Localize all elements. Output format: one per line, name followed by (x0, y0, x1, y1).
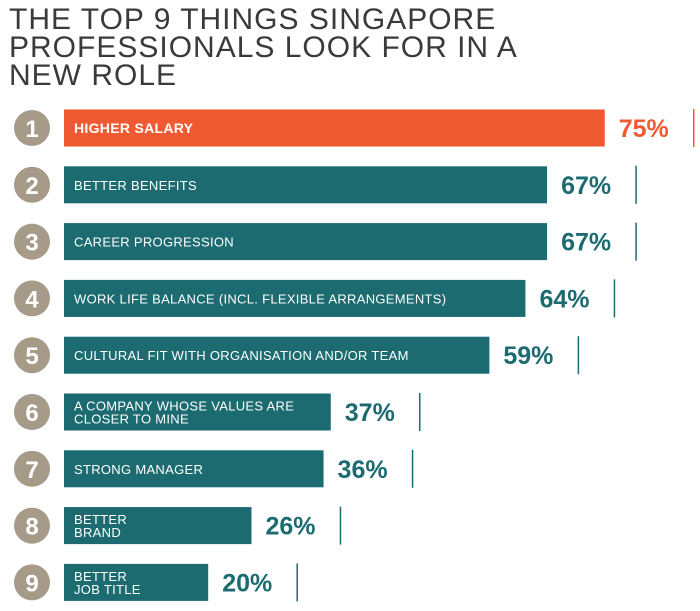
bar-label: WORK LIFE BALANCE (INCL. FLEXIBLE ARRANG… (74, 291, 446, 306)
rank-number: 2 (25, 173, 38, 200)
rank-number: 1 (25, 116, 38, 143)
bar-chart: 1 HIGHER SALARY 75% 2 BETTER BENEFITS 67% 3 CAR… (0, 0, 700, 611)
value-label: 75% (619, 115, 669, 143)
bar-label: CLOSER TO MINE (74, 412, 189, 427)
bar-row-5: 5 CULTURAL FIT WITH ORGANISATION AND/OR T… (14, 336, 578, 374)
value-label: 67% (561, 172, 611, 200)
bar-label: BRAND (74, 525, 121, 540)
rank-number: 8 (25, 514, 38, 541)
value-label: 36% (338, 456, 388, 484)
bar-row-4: 4 WORK LIFE BALANCE (INCL. FLEXIBLE ARRAN… (14, 279, 614, 317)
rank-number: 5 (25, 343, 38, 370)
bar-label: CULTURAL FIT WITH ORGANISATION AND/OR TE… (74, 348, 409, 363)
bar-label: JOB TITLE (74, 582, 141, 597)
rank-number: 4 (25, 286, 39, 313)
bar-label: CAREER PROGRESSION (74, 235, 234, 250)
bar-row-7: 7 STRONG MANAGER 36% (14, 450, 413, 488)
bar-row-3: 3 CAREER PROGRESSION 67% (14, 223, 636, 261)
bar-row-1: 1 HIGHER SALARY 75% (14, 109, 694, 147)
value-label: 37% (345, 399, 395, 427)
value-label: 67% (561, 229, 611, 257)
bar-label: BETTER BENEFITS (74, 178, 197, 193)
rank-number: 7 (25, 457, 38, 484)
bar-label: STRONG MANAGER (74, 462, 203, 477)
value-label: 59% (503, 342, 553, 370)
bar-label: HIGHER SALARY (74, 120, 194, 136)
rank-number: 6 (25, 400, 38, 427)
rank-number: 3 (25, 230, 38, 257)
bar-row-2: 2 BETTER BENEFITS 67% (14, 166, 636, 204)
rank-number: 9 (25, 570, 38, 597)
value-label: 26% (265, 513, 315, 541)
value-label: 64% (539, 285, 589, 313)
value-label: 20% (222, 569, 272, 597)
